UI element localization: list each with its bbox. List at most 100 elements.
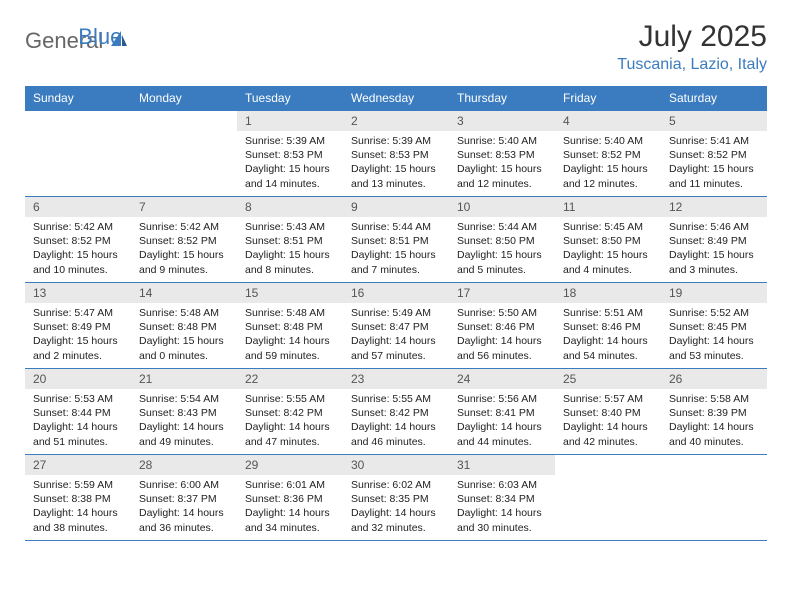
- day-details: Sunrise: 5:52 AMSunset: 8:45 PMDaylight:…: [661, 303, 767, 367]
- day-details: Sunrise: 5:42 AMSunset: 8:52 PMDaylight:…: [25, 217, 131, 281]
- day-details: Sunrise: 6:01 AMSunset: 8:36 PMDaylight:…: [237, 475, 343, 539]
- calendar-cell: 2Sunrise: 5:39 AMSunset: 8:53 PMDaylight…: [343, 111, 449, 197]
- calendar-cell: 12Sunrise: 5:46 AMSunset: 8:49 PMDayligh…: [661, 197, 767, 283]
- day-details: Sunrise: 5:44 AMSunset: 8:50 PMDaylight:…: [449, 217, 555, 281]
- day-number: 14: [131, 283, 237, 303]
- day-number: 11: [555, 197, 661, 217]
- day-number: 7: [131, 197, 237, 217]
- calendar-body: 1Sunrise: 5:39 AMSunset: 8:53 PMDaylight…: [25, 111, 767, 541]
- calendar-cell: 11Sunrise: 5:45 AMSunset: 8:50 PMDayligh…: [555, 197, 661, 283]
- day-number: 30: [343, 455, 449, 475]
- calendar-cell: 31Sunrise: 6:03 AMSunset: 8:34 PMDayligh…: [449, 455, 555, 541]
- calendar-cell: 9Sunrise: 5:44 AMSunset: 8:51 PMDaylight…: [343, 197, 449, 283]
- day-number: 16: [343, 283, 449, 303]
- title-block: July 2025 Tuscania, Lazio, Italy: [617, 20, 767, 74]
- calendar-cell: 18Sunrise: 5:51 AMSunset: 8:46 PMDayligh…: [555, 283, 661, 369]
- calendar-cell: 23Sunrise: 5:55 AMSunset: 8:42 PMDayligh…: [343, 369, 449, 455]
- weekday-header: Saturday: [661, 86, 767, 111]
- calendar-cell: 5Sunrise: 5:41 AMSunset: 8:52 PMDaylight…: [661, 111, 767, 197]
- day-details: Sunrise: 5:40 AMSunset: 8:52 PMDaylight:…: [555, 131, 661, 195]
- calendar-cell: 14Sunrise: 5:48 AMSunset: 8:48 PMDayligh…: [131, 283, 237, 369]
- calendar-cell: 17Sunrise: 5:50 AMSunset: 8:46 PMDayligh…: [449, 283, 555, 369]
- calendar-cell: 22Sunrise: 5:55 AMSunset: 8:42 PMDayligh…: [237, 369, 343, 455]
- calendar-cell: 13Sunrise: 5:47 AMSunset: 8:49 PMDayligh…: [25, 283, 131, 369]
- day-details: Sunrise: 5:59 AMSunset: 8:38 PMDaylight:…: [25, 475, 131, 539]
- calendar-cell: 6Sunrise: 5:42 AMSunset: 8:52 PMDaylight…: [25, 197, 131, 283]
- day-number: 31: [449, 455, 555, 475]
- day-details: Sunrise: 5:55 AMSunset: 8:42 PMDaylight:…: [237, 389, 343, 453]
- calendar-cell: [555, 455, 661, 541]
- day-number: 10: [449, 197, 555, 217]
- day-details: Sunrise: 5:58 AMSunset: 8:39 PMDaylight:…: [661, 389, 767, 453]
- day-number: 19: [661, 283, 767, 303]
- weekday-header: Friday: [555, 86, 661, 111]
- calendar-cell: 28Sunrise: 6:00 AMSunset: 8:37 PMDayligh…: [131, 455, 237, 541]
- calendar-cell: 8Sunrise: 5:43 AMSunset: 8:51 PMDaylight…: [237, 197, 343, 283]
- day-number: 18: [555, 283, 661, 303]
- calendar-cell: 19Sunrise: 5:52 AMSunset: 8:45 PMDayligh…: [661, 283, 767, 369]
- calendar-cell: 30Sunrise: 6:02 AMSunset: 8:35 PMDayligh…: [343, 455, 449, 541]
- day-details: Sunrise: 5:43 AMSunset: 8:51 PMDaylight:…: [237, 217, 343, 281]
- day-number: 25: [555, 369, 661, 389]
- day-details: Sunrise: 6:02 AMSunset: 8:35 PMDaylight:…: [343, 475, 449, 539]
- weekday-header-row: Sunday Monday Tuesday Wednesday Thursday…: [25, 86, 767, 111]
- calendar-cell: 7Sunrise: 5:42 AMSunset: 8:52 PMDaylight…: [131, 197, 237, 283]
- calendar-row: 6Sunrise: 5:42 AMSunset: 8:52 PMDaylight…: [25, 197, 767, 283]
- day-number: 24: [449, 369, 555, 389]
- page-header: General Blue July 2025 Tuscania, Lazio, …: [25, 20, 767, 74]
- day-number: 1: [237, 111, 343, 131]
- calendar-cell: 1Sunrise: 5:39 AMSunset: 8:53 PMDaylight…: [237, 111, 343, 197]
- day-details: Sunrise: 5:40 AMSunset: 8:53 PMDaylight:…: [449, 131, 555, 195]
- day-number: 20: [25, 369, 131, 389]
- calendar-table: Sunday Monday Tuesday Wednesday Thursday…: [25, 86, 767, 541]
- day-number: 9: [343, 197, 449, 217]
- day-number: 3: [449, 111, 555, 131]
- logo: General Blue: [25, 20, 176, 54]
- day-number: 22: [237, 369, 343, 389]
- calendar-cell: 4Sunrise: 5:40 AMSunset: 8:52 PMDaylight…: [555, 111, 661, 197]
- calendar-cell: 10Sunrise: 5:44 AMSunset: 8:50 PMDayligh…: [449, 197, 555, 283]
- calendar-cell: [131, 111, 237, 197]
- weekday-header: Thursday: [449, 86, 555, 111]
- day-number: 13: [25, 283, 131, 303]
- day-details: Sunrise: 5:44 AMSunset: 8:51 PMDaylight:…: [343, 217, 449, 281]
- day-details: Sunrise: 5:51 AMSunset: 8:46 PMDaylight:…: [555, 303, 661, 367]
- day-details: Sunrise: 5:54 AMSunset: 8:43 PMDaylight:…: [131, 389, 237, 453]
- day-details: Sunrise: 5:39 AMSunset: 8:53 PMDaylight:…: [343, 131, 449, 195]
- day-number: 8: [237, 197, 343, 217]
- calendar-cell: 21Sunrise: 5:54 AMSunset: 8:43 PMDayligh…: [131, 369, 237, 455]
- day-number: 26: [661, 369, 767, 389]
- day-number: 23: [343, 369, 449, 389]
- day-number: 2: [343, 111, 449, 131]
- calendar-row: 13Sunrise: 5:47 AMSunset: 8:49 PMDayligh…: [25, 283, 767, 369]
- calendar-cell: 20Sunrise: 5:53 AMSunset: 8:44 PMDayligh…: [25, 369, 131, 455]
- day-details: Sunrise: 6:00 AMSunset: 8:37 PMDaylight:…: [131, 475, 237, 539]
- weekday-header: Wednesday: [343, 86, 449, 111]
- day-number: 17: [449, 283, 555, 303]
- day-number: 21: [131, 369, 237, 389]
- day-number: 28: [131, 455, 237, 475]
- day-details: Sunrise: 5:41 AMSunset: 8:52 PMDaylight:…: [661, 131, 767, 195]
- calendar-cell: [661, 455, 767, 541]
- calendar-cell: 26Sunrise: 5:58 AMSunset: 8:39 PMDayligh…: [661, 369, 767, 455]
- location-text: Tuscania, Lazio, Italy: [617, 56, 767, 74]
- day-details: Sunrise: 5:48 AMSunset: 8:48 PMDaylight:…: [131, 303, 237, 367]
- calendar-row: 20Sunrise: 5:53 AMSunset: 8:44 PMDayligh…: [25, 369, 767, 455]
- calendar-cell: 29Sunrise: 6:01 AMSunset: 8:36 PMDayligh…: [237, 455, 343, 541]
- day-details: Sunrise: 5:47 AMSunset: 8:49 PMDaylight:…: [25, 303, 131, 367]
- day-details: Sunrise: 5:45 AMSunset: 8:50 PMDaylight:…: [555, 217, 661, 281]
- day-number: 27: [25, 455, 131, 475]
- day-number: 4: [555, 111, 661, 131]
- calendar-cell: 27Sunrise: 5:59 AMSunset: 8:38 PMDayligh…: [25, 455, 131, 541]
- day-details: Sunrise: 6:03 AMSunset: 8:34 PMDaylight:…: [449, 475, 555, 539]
- day-number: 29: [237, 455, 343, 475]
- calendar-cell: 25Sunrise: 5:57 AMSunset: 8:40 PMDayligh…: [555, 369, 661, 455]
- weekday-header: Monday: [131, 86, 237, 111]
- calendar-row: 1Sunrise: 5:39 AMSunset: 8:53 PMDaylight…: [25, 111, 767, 197]
- day-details: Sunrise: 5:56 AMSunset: 8:41 PMDaylight:…: [449, 389, 555, 453]
- day-details: Sunrise: 5:49 AMSunset: 8:47 PMDaylight:…: [343, 303, 449, 367]
- weekday-header: Tuesday: [237, 86, 343, 111]
- day-details: Sunrise: 5:48 AMSunset: 8:48 PMDaylight:…: [237, 303, 343, 367]
- day-details: Sunrise: 5:50 AMSunset: 8:46 PMDaylight:…: [449, 303, 555, 367]
- logo-text-blue: Blue: [78, 24, 122, 50]
